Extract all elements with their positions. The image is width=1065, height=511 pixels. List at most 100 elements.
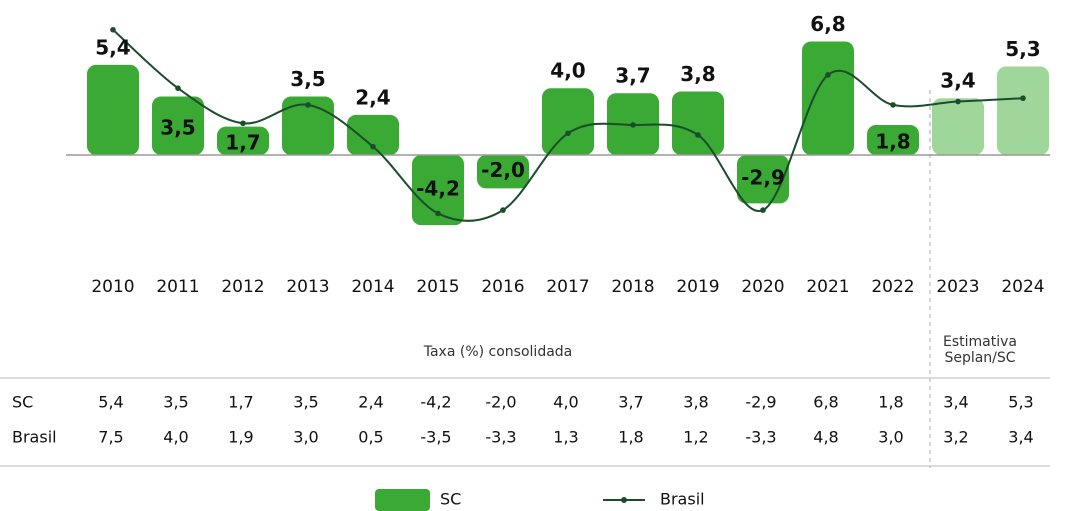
bar bbox=[477, 155, 529, 189]
bar bbox=[672, 91, 724, 155]
estimate-note: Estimativa bbox=[943, 334, 1017, 350]
bar-label: 5,4 bbox=[95, 35, 130, 59]
table-cell: 3,2 bbox=[943, 428, 968, 447]
bar-label: 2,4 bbox=[355, 85, 390, 109]
brasil-point bbox=[955, 98, 961, 105]
bar-label: 6,8 bbox=[810, 12, 845, 36]
brasil-line bbox=[112, 29, 1024, 222]
bar-label: 3,7 bbox=[615, 64, 650, 88]
bar bbox=[347, 114, 399, 155]
table-cell: 0,5 bbox=[358, 428, 383, 447]
brasil-point bbox=[305, 102, 311, 108]
x-tick-label: 2013 bbox=[286, 277, 329, 297]
table-cell: 4,0 bbox=[553, 393, 578, 412]
table-cell: 6,8 bbox=[813, 393, 838, 412]
brasil-point bbox=[760, 207, 766, 213]
x-tick-label: 2022 bbox=[871, 277, 914, 297]
table-cell: -4,2 bbox=[420, 393, 451, 412]
bar bbox=[412, 155, 464, 226]
x-tick-label: 2012 bbox=[221, 277, 264, 297]
table-cell: 1,8 bbox=[878, 393, 903, 412]
brasil-point bbox=[695, 132, 701, 138]
bar-label: -2,9 bbox=[741, 166, 785, 190]
bar bbox=[152, 96, 204, 155]
row-label: Brasil bbox=[12, 428, 57, 447]
table-cell: 3,4 bbox=[943, 393, 968, 412]
row-label: SC bbox=[12, 393, 33, 412]
table-cell: 5,3 bbox=[1008, 393, 1033, 412]
estimate-note: Seplan/SC bbox=[944, 350, 1015, 366]
table-cell: -3,3 bbox=[745, 428, 776, 447]
x-tick-label: 2015 bbox=[416, 277, 459, 297]
table-cell: 2,4 bbox=[358, 393, 383, 412]
table-cell: 3,0 bbox=[293, 428, 318, 447]
legend-dot bbox=[621, 497, 627, 503]
bar-label: 5,3 bbox=[1005, 37, 1040, 61]
x-tick-label: 2017 bbox=[546, 277, 589, 297]
table-cell: 3,0 bbox=[878, 428, 903, 447]
table-cell: 3,8 bbox=[683, 393, 708, 412]
brasil-point bbox=[175, 85, 181, 91]
x-tick-label: 2023 bbox=[936, 277, 979, 297]
bar bbox=[542, 88, 594, 155]
table-cell: 3,7 bbox=[618, 393, 643, 412]
table-cell: 5,4 bbox=[98, 393, 123, 412]
bar-label: -2,0 bbox=[481, 158, 525, 182]
legend-label: Brasil bbox=[660, 490, 705, 509]
table-cell: 4,0 bbox=[163, 428, 188, 447]
brasil-point bbox=[240, 120, 246, 127]
bar bbox=[802, 41, 854, 155]
table-cell: 1,9 bbox=[228, 428, 253, 447]
bar bbox=[932, 98, 984, 155]
consolidated-note: Taxa (%) consolidada bbox=[423, 344, 573, 360]
brasil-point bbox=[565, 130, 571, 137]
bar-label: 1,7 bbox=[225, 130, 260, 154]
table-cell: 1,8 bbox=[618, 428, 643, 447]
brasil-point bbox=[825, 72, 831, 78]
brasil-point bbox=[1020, 95, 1026, 102]
bar bbox=[997, 66, 1049, 155]
table-cell: 1,7 bbox=[228, 393, 253, 412]
table-cell: -3,5 bbox=[420, 428, 451, 447]
brasil-point bbox=[630, 122, 636, 128]
bar-label: 3,8 bbox=[680, 62, 715, 86]
bar bbox=[867, 124, 919, 155]
legend-swatch bbox=[375, 489, 430, 511]
table-cell: 7,5 bbox=[98, 428, 123, 447]
x-tick-label: 2020 bbox=[741, 277, 784, 297]
x-tick-label: 2016 bbox=[481, 277, 524, 297]
bar-label: -4,2 bbox=[416, 177, 460, 201]
bar bbox=[737, 155, 789, 204]
brasil-point bbox=[370, 143, 376, 150]
bar bbox=[217, 126, 269, 155]
x-tick-label: 2019 bbox=[676, 277, 719, 297]
table-cell: 3,5 bbox=[293, 393, 318, 412]
table-cell: -2,9 bbox=[745, 393, 776, 412]
bar-label: 3,5 bbox=[160, 115, 195, 139]
x-tick-label: 2024 bbox=[1001, 277, 1044, 297]
brasil-point bbox=[500, 207, 506, 213]
table-cell: 3,4 bbox=[1008, 428, 1033, 447]
bar-label: 4,0 bbox=[550, 59, 585, 83]
table-cell: -3,3 bbox=[485, 428, 516, 447]
bar-label: 3,5 bbox=[290, 67, 325, 91]
bar-label: 3,4 bbox=[940, 69, 975, 93]
table-cell: 1,3 bbox=[553, 428, 578, 447]
brasil-point bbox=[890, 102, 896, 108]
x-tick-label: 2021 bbox=[806, 277, 849, 297]
x-tick-label: 2018 bbox=[611, 277, 654, 297]
legend-label: SC bbox=[440, 490, 461, 509]
x-tick-label: 2011 bbox=[156, 277, 199, 297]
brasil-point bbox=[110, 26, 116, 33]
x-tick-label: 2010 bbox=[91, 277, 134, 297]
bar bbox=[87, 64, 139, 155]
bar bbox=[282, 96, 334, 155]
table-cell: 3,5 bbox=[163, 393, 188, 412]
table-cell: -2,0 bbox=[485, 393, 516, 412]
table-cell: 1,2 bbox=[683, 428, 708, 447]
bar-label: 1,8 bbox=[875, 129, 910, 153]
brasil-point bbox=[435, 210, 441, 217]
x-tick-label: 2014 bbox=[351, 277, 394, 297]
table-cell: 4,8 bbox=[813, 428, 838, 447]
